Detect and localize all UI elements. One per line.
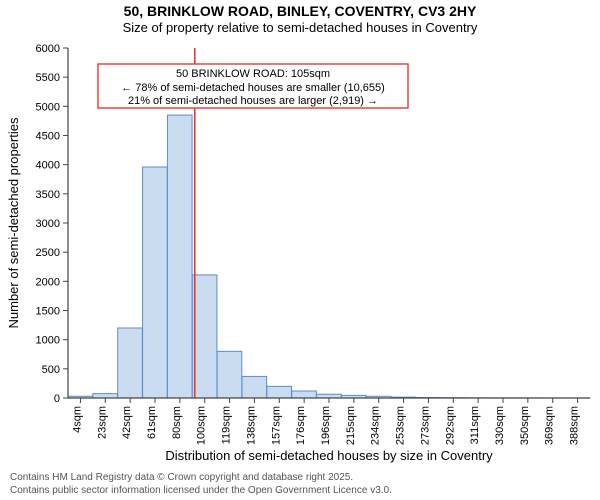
property-size-histogram: 50, BRINKLOW ROAD, BINLEY, COVENTRY, CV3… — [0, 0, 600, 500]
y-tick-label: 3500 — [36, 189, 60, 201]
x-tick-label: 119sqm — [221, 406, 233, 444]
histogram-bar — [267, 386, 292, 398]
y-tick-label: 0 — [54, 393, 60, 405]
footer-line2: Contains public sector information licen… — [10, 485, 392, 496]
y-tick-label: 5000 — [36, 101, 60, 113]
x-tick-label: 369sqm — [544, 406, 556, 445]
x-tick-label: 215sqm — [345, 406, 357, 445]
x-tick-label: 100sqm — [196, 406, 208, 445]
y-tick-label: 500 — [42, 364, 60, 376]
y-tick-label: 5500 — [36, 72, 60, 84]
y-tick-label: 1000 — [36, 335, 60, 347]
y-tick-label: 3000 — [36, 218, 60, 230]
x-tick-label: 253sqm — [395, 406, 407, 445]
annotation-line1: 50 BRINKLOW ROAD: 105sqm — [176, 68, 330, 80]
x-tick-label: 273sqm — [419, 406, 431, 445]
y-tick-label: 6000 — [36, 43, 60, 55]
histogram-bar — [93, 394, 118, 398]
chart-title-line1: 50, BRINKLOW ROAD, BINLEY, COVENTRY, CV3… — [124, 3, 477, 19]
chart-title-line2: Size of property relative to semi-detach… — [123, 20, 478, 35]
histogram-bar — [167, 115, 192, 398]
x-tick-label: 292sqm — [444, 406, 456, 445]
x-axis-label: Distribution of semi-detached houses by … — [165, 448, 493, 463]
x-tick-label: 234sqm — [370, 406, 382, 445]
x-tick-label: 388sqm — [569, 406, 581, 445]
annotation-line3: 21% of semi-detached houses are larger (… — [128, 95, 378, 107]
y-tick-label: 4500 — [36, 131, 60, 143]
y-axis-label: Number of semi-detached properties — [6, 117, 21, 328]
x-tick-label: 311sqm — [469, 406, 481, 444]
x-tick-label: 176sqm — [295, 406, 307, 445]
histogram-bar — [118, 328, 143, 398]
x-tick-label: 138sqm — [245, 406, 257, 445]
x-tick-label: 42sqm — [121, 406, 133, 439]
y-tick-label: 2000 — [36, 276, 60, 288]
y-tick-label: 2500 — [36, 247, 60, 259]
histogram-bar — [192, 275, 217, 398]
footer-line1: Contains HM Land Registry data © Crown c… — [10, 472, 353, 483]
annotation-line2: ← 78% of semi-detached houses are smalle… — [121, 82, 385, 94]
x-tick-label: 80sqm — [171, 406, 183, 439]
x-tick-label: 4sqm — [71, 406, 83, 433]
x-tick-label: 196sqm — [320, 406, 332, 445]
x-tick-label: 330sqm — [494, 406, 506, 445]
histogram-bar — [292, 391, 317, 398]
y-tick-label: 4000 — [36, 160, 60, 172]
histogram-bar — [242, 376, 267, 398]
x-tick-label: 23sqm — [96, 406, 108, 439]
x-tick-label: 350sqm — [519, 406, 531, 445]
x-tick-label: 61sqm — [146, 406, 158, 439]
x-tick-label: 157sqm — [270, 406, 282, 445]
histogram-bar — [217, 351, 242, 398]
histogram-bar — [143, 167, 168, 398]
y-tick-label: 1500 — [36, 306, 60, 318]
